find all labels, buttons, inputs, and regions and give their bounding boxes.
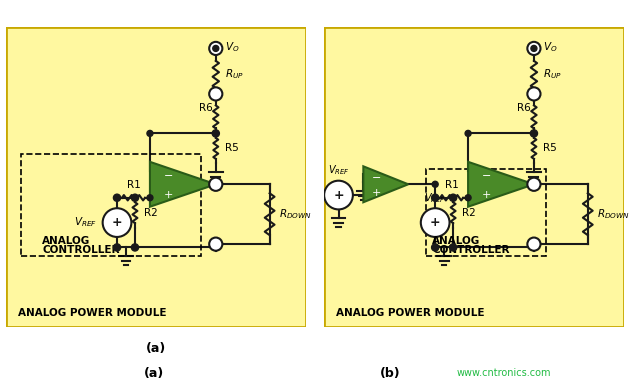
Circle shape (432, 244, 438, 251)
Circle shape (465, 131, 471, 136)
Text: R1: R1 (127, 180, 140, 190)
Circle shape (213, 45, 219, 52)
Polygon shape (468, 162, 534, 207)
Text: R6: R6 (517, 104, 531, 114)
Bar (426, 169, 546, 256)
Text: ANALOG POWER MODULE: ANALOG POWER MODULE (336, 308, 485, 318)
Text: $V_O$: $V_O$ (543, 40, 558, 54)
Text: +: + (333, 189, 344, 202)
Text: ANALOG POWER MODULE: ANALOG POWER MODULE (18, 308, 167, 318)
Text: CONTROLLER: CONTROLLER (432, 245, 510, 255)
Text: R5: R5 (225, 143, 239, 153)
Text: R6: R6 (199, 104, 213, 114)
Circle shape (209, 87, 222, 100)
Circle shape (465, 195, 471, 201)
Text: ANALOG: ANALOG (42, 236, 91, 246)
Text: www.cntronics.com: www.cntronics.com (457, 368, 551, 378)
Circle shape (147, 131, 153, 136)
Circle shape (306, 192, 312, 198)
Circle shape (527, 178, 541, 191)
Circle shape (450, 244, 457, 251)
Circle shape (209, 238, 222, 251)
Polygon shape (364, 166, 408, 202)
Text: $-$: $-$ (163, 169, 173, 179)
Circle shape (527, 87, 541, 100)
Text: $R_{UP}$: $R_{UP}$ (543, 67, 562, 81)
Text: (a): (a) (146, 342, 166, 355)
Circle shape (421, 208, 450, 237)
Text: +: + (430, 216, 440, 229)
Circle shape (113, 194, 120, 201)
Text: R2: R2 (144, 208, 158, 218)
Circle shape (103, 208, 132, 237)
Text: R1: R1 (445, 180, 459, 190)
Text: R2: R2 (462, 208, 476, 218)
Circle shape (530, 130, 537, 137)
Text: $V_O$: $V_O$ (225, 40, 239, 54)
Circle shape (324, 181, 353, 209)
Text: $-$: $-$ (481, 169, 491, 179)
Circle shape (132, 244, 139, 251)
Text: $V_{REF}$: $V_{REF}$ (425, 191, 446, 205)
Text: $-$: $-$ (371, 171, 381, 181)
Circle shape (209, 42, 222, 55)
Polygon shape (150, 162, 215, 207)
Circle shape (531, 45, 537, 52)
Text: $R_{DOWN}$: $R_{DOWN}$ (278, 207, 312, 221)
Circle shape (432, 194, 438, 201)
Text: (b): (b) (381, 367, 401, 380)
Circle shape (209, 178, 222, 191)
Text: $R_{UP}$: $R_{UP}$ (225, 67, 244, 81)
Text: +: + (112, 216, 122, 229)
Circle shape (527, 42, 541, 55)
Text: CONTROLLER: CONTROLLER (42, 245, 120, 255)
Circle shape (147, 195, 153, 201)
Circle shape (432, 181, 438, 187)
Circle shape (527, 238, 541, 251)
Circle shape (212, 130, 219, 137)
Text: $+$: $+$ (371, 187, 381, 198)
Bar (21, 154, 201, 256)
Circle shape (113, 244, 120, 251)
Text: $V_{REF}$: $V_{REF}$ (328, 163, 350, 177)
Text: $R_{DOWN}$: $R_{DOWN}$ (597, 207, 630, 221)
Text: $V_{REF}$: $V_{REF}$ (74, 216, 96, 229)
Text: $+$: $+$ (481, 189, 491, 200)
Circle shape (450, 194, 457, 201)
Text: R5: R5 (543, 143, 557, 153)
Text: $+$: $+$ (163, 189, 173, 200)
Circle shape (132, 194, 139, 201)
Text: (a): (a) (144, 367, 164, 380)
Text: ANALOG: ANALOG (432, 236, 481, 246)
